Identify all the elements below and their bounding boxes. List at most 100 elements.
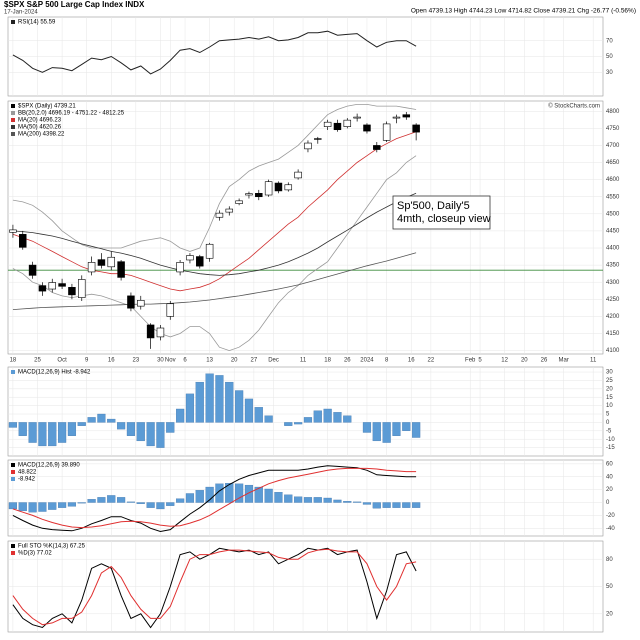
candle-body: [304, 142, 312, 150]
legend-swatch: [11, 132, 15, 136]
histogram-bar: [18, 422, 27, 436]
y-tick-label: 5: [606, 412, 610, 418]
candle-body: [156, 327, 165, 338]
histogram-bar: [58, 502, 67, 508]
candle-body: [343, 119, 352, 127]
legend-label: MACD(12,26,9) Hist -8.942: [18, 370, 91, 376]
candle-body: [284, 184, 293, 191]
legend-label: MA(200) 4398.22: [18, 132, 65, 138]
legend-swatch: [11, 104, 15, 108]
histogram-bar: [362, 422, 372, 433]
y-tick-label: 40: [606, 474, 613, 480]
candle-body: [48, 282, 56, 290]
y-tick-label: 4300: [606, 280, 620, 286]
candle-body: [87, 262, 96, 273]
candle-body: [176, 262, 184, 273]
y-tick-label: 4150: [606, 331, 620, 337]
histogram-bar: [136, 422, 145, 442]
candle-body: [255, 193, 263, 198]
y-tick-label: 20: [606, 386, 613, 392]
histogram-bar: [254, 407, 263, 423]
y-tick-label: 4100: [606, 348, 620, 354]
x-tick-label: 8: [385, 358, 389, 364]
annotation: 4mth, closeup view: [397, 213, 491, 225]
y-tick-label: 25: [606, 378, 613, 384]
candle-body: [294, 171, 302, 179]
histogram-bar: [333, 412, 342, 423]
x-tick-label: Feb: [465, 358, 476, 364]
candle-body: [215, 212, 224, 218]
histogram-bar: [28, 422, 37, 443]
histogram-bar: [412, 502, 421, 508]
candle-body: [28, 264, 37, 276]
legend-swatch: [11, 125, 15, 129]
candle-body: [146, 324, 155, 339]
histogram-bar: [205, 486, 214, 503]
histogram-bar: [166, 422, 175, 433]
candle-body: [78, 279, 86, 298]
histogram-bar: [107, 418, 116, 423]
histogram-bar: [146, 422, 155, 447]
legend-swatch: [11, 20, 15, 24]
histogram-bar: [303, 417, 313, 423]
x-tick-label: 20: [231, 358, 238, 364]
x-tick-label: Oct: [57, 358, 67, 364]
legend-label: Full STO %K(14,3) 67.25: [18, 544, 86, 550]
histogram-bar: [126, 501, 136, 503]
histogram-bar: [274, 492, 283, 503]
x-tick-label: Nov: [165, 358, 176, 364]
series-line: [12, 30, 417, 75]
histogram-bar: [87, 417, 96, 423]
candle-body: [314, 138, 322, 140]
legend-label: -8.942: [18, 477, 36, 483]
histogram-bar: [323, 408, 332, 423]
legend-swatch: [11, 470, 15, 474]
histogram-bar: [382, 502, 391, 508]
histogram-bar: [225, 381, 234, 423]
y-tick-label: 20: [606, 487, 613, 493]
annotation: Sp'500, Daily'5: [397, 200, 470, 212]
x-tick-label: 26: [541, 358, 548, 364]
series-line: [12, 467, 417, 529]
histogram-bar: [362, 502, 372, 505]
histogram-bar: [156, 502, 165, 510]
y-tick-label: 4350: [606, 263, 620, 269]
annotation-box: [392, 195, 491, 230]
x-tick-label: 6: [183, 358, 187, 364]
y-tick-label: 20: [606, 611, 613, 617]
histogram-bar: [313, 410, 322, 423]
legend-label: RSI(14) 55.59: [18, 20, 56, 26]
histogram-bar: [294, 496, 303, 503]
histogram-bar: [284, 494, 293, 503]
histogram-bar: [28, 502, 37, 513]
x-tick-label: 22: [428, 358, 435, 364]
series-line: [12, 465, 417, 533]
histogram-bar: [402, 502, 411, 508]
histogram-bar: [215, 375, 224, 423]
histogram-bar: [412, 422, 421, 438]
histogram-bar: [195, 490, 204, 503]
x-tick-label: 18: [324, 358, 331, 364]
y-tick-label: -40: [606, 526, 615, 532]
y-tick-label: 0: [606, 500, 610, 506]
y-tick-label: -5: [606, 428, 612, 434]
y-tick-label: 10: [606, 403, 613, 409]
y-tick-label: 30: [606, 70, 613, 76]
histogram-bar: [67, 502, 77, 507]
candle-body: [196, 256, 204, 267]
legend-label: $SPX (Daily) 4739.21: [18, 104, 76, 110]
x-tick-label: 11: [590, 358, 597, 364]
x-tick-label: 16: [408, 358, 415, 364]
x-tick-label: 20: [521, 358, 528, 364]
histogram-bar: [77, 502, 86, 504]
histogram-bar: [284, 422, 293, 426]
quote: Open 4739.13 High 4744.23 Low 4714.82 Cl…: [411, 8, 636, 15]
histogram-bar: [333, 499, 342, 503]
series-line: [12, 131, 417, 292]
histogram-bar: [67, 422, 77, 436]
legend-swatch: [11, 463, 15, 467]
histogram-bar: [323, 497, 332, 503]
x-tick-label: 9: [85, 358, 89, 364]
y-tick-label: 50: [606, 54, 613, 60]
